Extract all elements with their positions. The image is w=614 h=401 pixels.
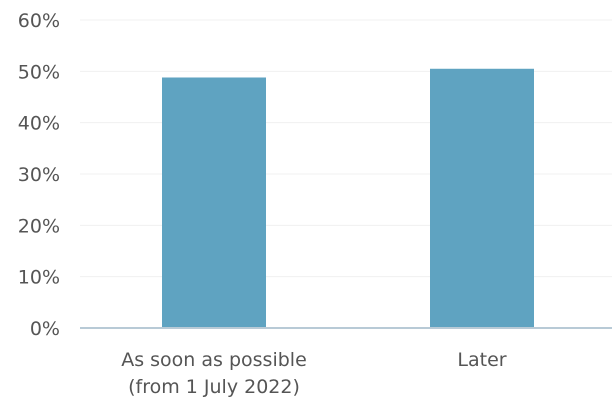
x-axis-category-labels: As soon as possible (from 1 July 2022) Lat…: [121, 349, 507, 398]
x-category-label: (from 1 July 2022): [128, 376, 300, 398]
y-tick-label: 50%: [18, 61, 60, 83]
x-category-label: As soon as possible: [121, 349, 307, 371]
y-tick-label: 30%: [18, 164, 60, 186]
y-tick-label: 0%: [30, 318, 60, 340]
y-tick-label: 40%: [18, 113, 60, 135]
bar-1: [430, 68, 534, 329]
bar-0: [162, 77, 266, 328]
y-tick-label: 20%: [18, 215, 60, 237]
y-axis-tick-labels: 0% 10% 20% 30% 40% 50% 60%: [18, 10, 60, 340]
x-category-label: Later: [457, 349, 506, 371]
y-tick-label: 10%: [18, 267, 60, 289]
bars: [162, 68, 534, 329]
y-tick-label: 60%: [18, 10, 60, 32]
